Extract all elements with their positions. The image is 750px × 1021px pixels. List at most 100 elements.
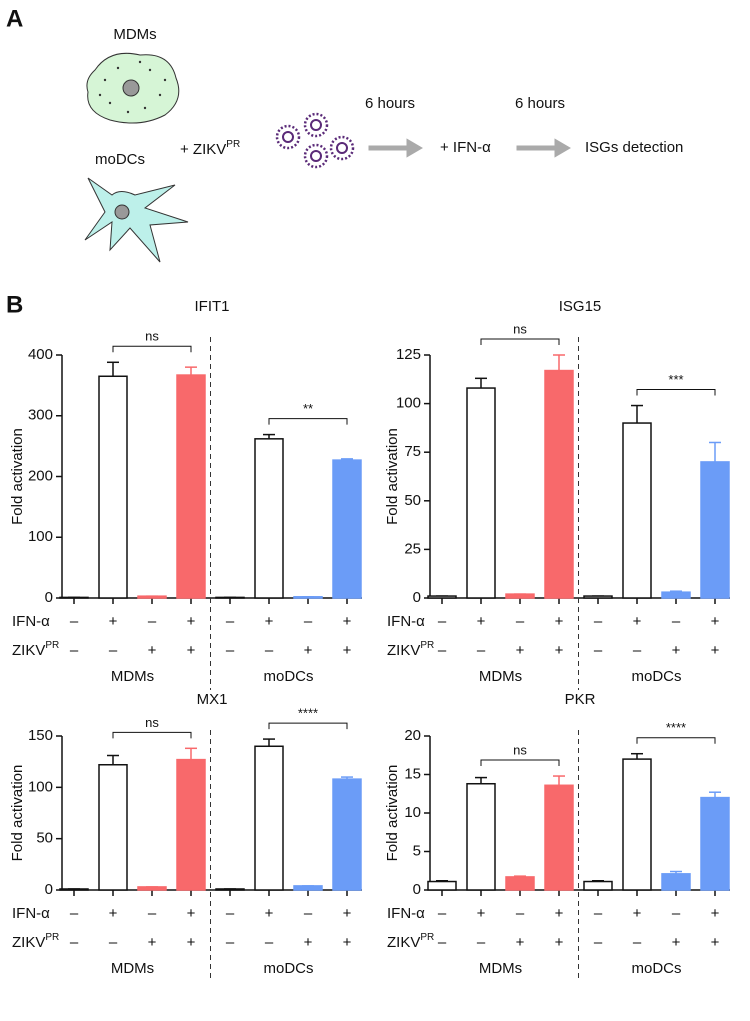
- condition-mark: +: [343, 642, 352, 659]
- condition-label: IFN-α: [12, 613, 50, 630]
- condition-mark: +: [516, 934, 525, 951]
- bar: [583, 595, 613, 599]
- step-time: 6 hours: [515, 95, 565, 112]
- arrow: [368, 138, 423, 158]
- bar: [505, 876, 535, 891]
- condition-mark: +: [711, 934, 720, 951]
- condition-mark: +: [187, 934, 196, 951]
- y-tick-label: 20: [404, 727, 421, 744]
- y-tick-label: 100: [28, 778, 53, 795]
- condition-mark: –: [672, 613, 681, 630]
- condition-label: ZIKVPR: [12, 640, 59, 659]
- condition-mark: –: [672, 905, 681, 922]
- condition-mark: –: [226, 613, 235, 630]
- panel-label: A: [6, 5, 23, 32]
- condition-mark: +: [555, 642, 564, 659]
- condition-mark: –: [477, 642, 486, 659]
- sig-label: ****: [666, 720, 686, 735]
- condition-mark: +: [265, 905, 274, 922]
- condition-mark: +: [304, 642, 313, 659]
- y-tick-label: 0: [45, 881, 53, 898]
- condition-mark: +: [633, 613, 642, 630]
- sig-label: ns: [513, 321, 527, 336]
- group-label: MDMs: [479, 668, 522, 685]
- condition-label: ZIKVPR: [387, 640, 434, 659]
- condition-mark: +: [516, 642, 525, 659]
- chart-title: PKR: [565, 691, 596, 708]
- bar: [215, 596, 245, 599]
- bar: [59, 888, 89, 891]
- group-label: moDCs: [631, 668, 681, 685]
- y-tick-label: 15: [404, 765, 421, 782]
- bar: [98, 763, 128, 891]
- condition-mark: –: [109, 934, 118, 951]
- bar: [176, 374, 206, 599]
- condition-label: IFN-α: [12, 905, 50, 922]
- sig-label: **: [303, 401, 313, 416]
- bar: [427, 595, 457, 599]
- sig-bracket: [636, 737, 716, 744]
- condition-mark: +: [711, 905, 720, 922]
- nucleus: [114, 204, 130, 220]
- y-axis-label: Fold activation: [384, 428, 401, 525]
- condition-mark: –: [226, 905, 235, 922]
- condition-mark: +: [555, 934, 564, 951]
- bar: [427, 880, 457, 891]
- condition-sup: PR: [420, 640, 434, 651]
- condition-mark: –: [594, 642, 603, 659]
- y-tick-label: 50: [404, 492, 421, 509]
- condition-name: IFN-α: [12, 613, 50, 630]
- bar: [254, 438, 284, 599]
- sig-bracket: [480, 759, 560, 767]
- arrow: [516, 138, 571, 158]
- y-tick-label: 0: [413, 881, 421, 898]
- condition-label: IFN-α: [387, 905, 425, 922]
- group-label: MDMs: [479, 960, 522, 977]
- y-tick-label: 100: [28, 528, 53, 545]
- step-label: + IFN-α: [440, 139, 491, 156]
- condition-mark: +: [343, 905, 352, 922]
- y-axis-label: Fold activation: [9, 765, 26, 862]
- y-tick-label: 300: [28, 407, 53, 424]
- condition-label: IFN-α: [387, 613, 425, 630]
- condition-mark: –: [438, 934, 447, 951]
- condition-label: ZIKVPR: [387, 932, 434, 951]
- condition-mark: –: [516, 905, 525, 922]
- granules: [98, 60, 167, 114]
- nucleus: [122, 79, 140, 97]
- sig-bracket: [112, 345, 192, 353]
- condition-mark: –: [633, 642, 642, 659]
- condition-mark: –: [594, 613, 603, 630]
- condition-mark: +: [477, 613, 486, 630]
- bar: [137, 886, 167, 891]
- condition-mark: –: [265, 934, 274, 951]
- sig-bracket: [268, 722, 348, 730]
- y-tick-label: 75: [404, 443, 421, 460]
- condition-name: IFN-α: [387, 905, 425, 922]
- bar: [505, 593, 535, 599]
- sig-label: ns: [145, 715, 159, 730]
- step-label: ISGs detection: [585, 139, 683, 156]
- condition-mark: –: [304, 613, 313, 630]
- sig-bracket: [112, 731, 192, 739]
- y-tick-label: 150: [28, 727, 53, 744]
- y-tick-label: 125: [396, 346, 421, 363]
- condition-sup: PR: [420, 932, 434, 943]
- bar: [293, 885, 323, 891]
- bar: [544, 784, 574, 891]
- y-tick-label: 0: [45, 589, 53, 606]
- infection-label: + ZIKVPR: [180, 139, 240, 158]
- condition-name: ZIKV: [12, 934, 45, 951]
- condition-mark: +: [711, 642, 720, 659]
- y-tick-label: 10: [404, 804, 421, 821]
- condition-mark: –: [226, 934, 235, 951]
- bar: [700, 796, 730, 891]
- group-label: moDCs: [263, 960, 313, 977]
- bar: [661, 591, 691, 599]
- condition-mark: –: [516, 613, 525, 630]
- condition-mark: +: [148, 642, 157, 659]
- y-tick-label: 100: [396, 395, 421, 412]
- bar: [544, 369, 574, 599]
- bar: [622, 758, 652, 891]
